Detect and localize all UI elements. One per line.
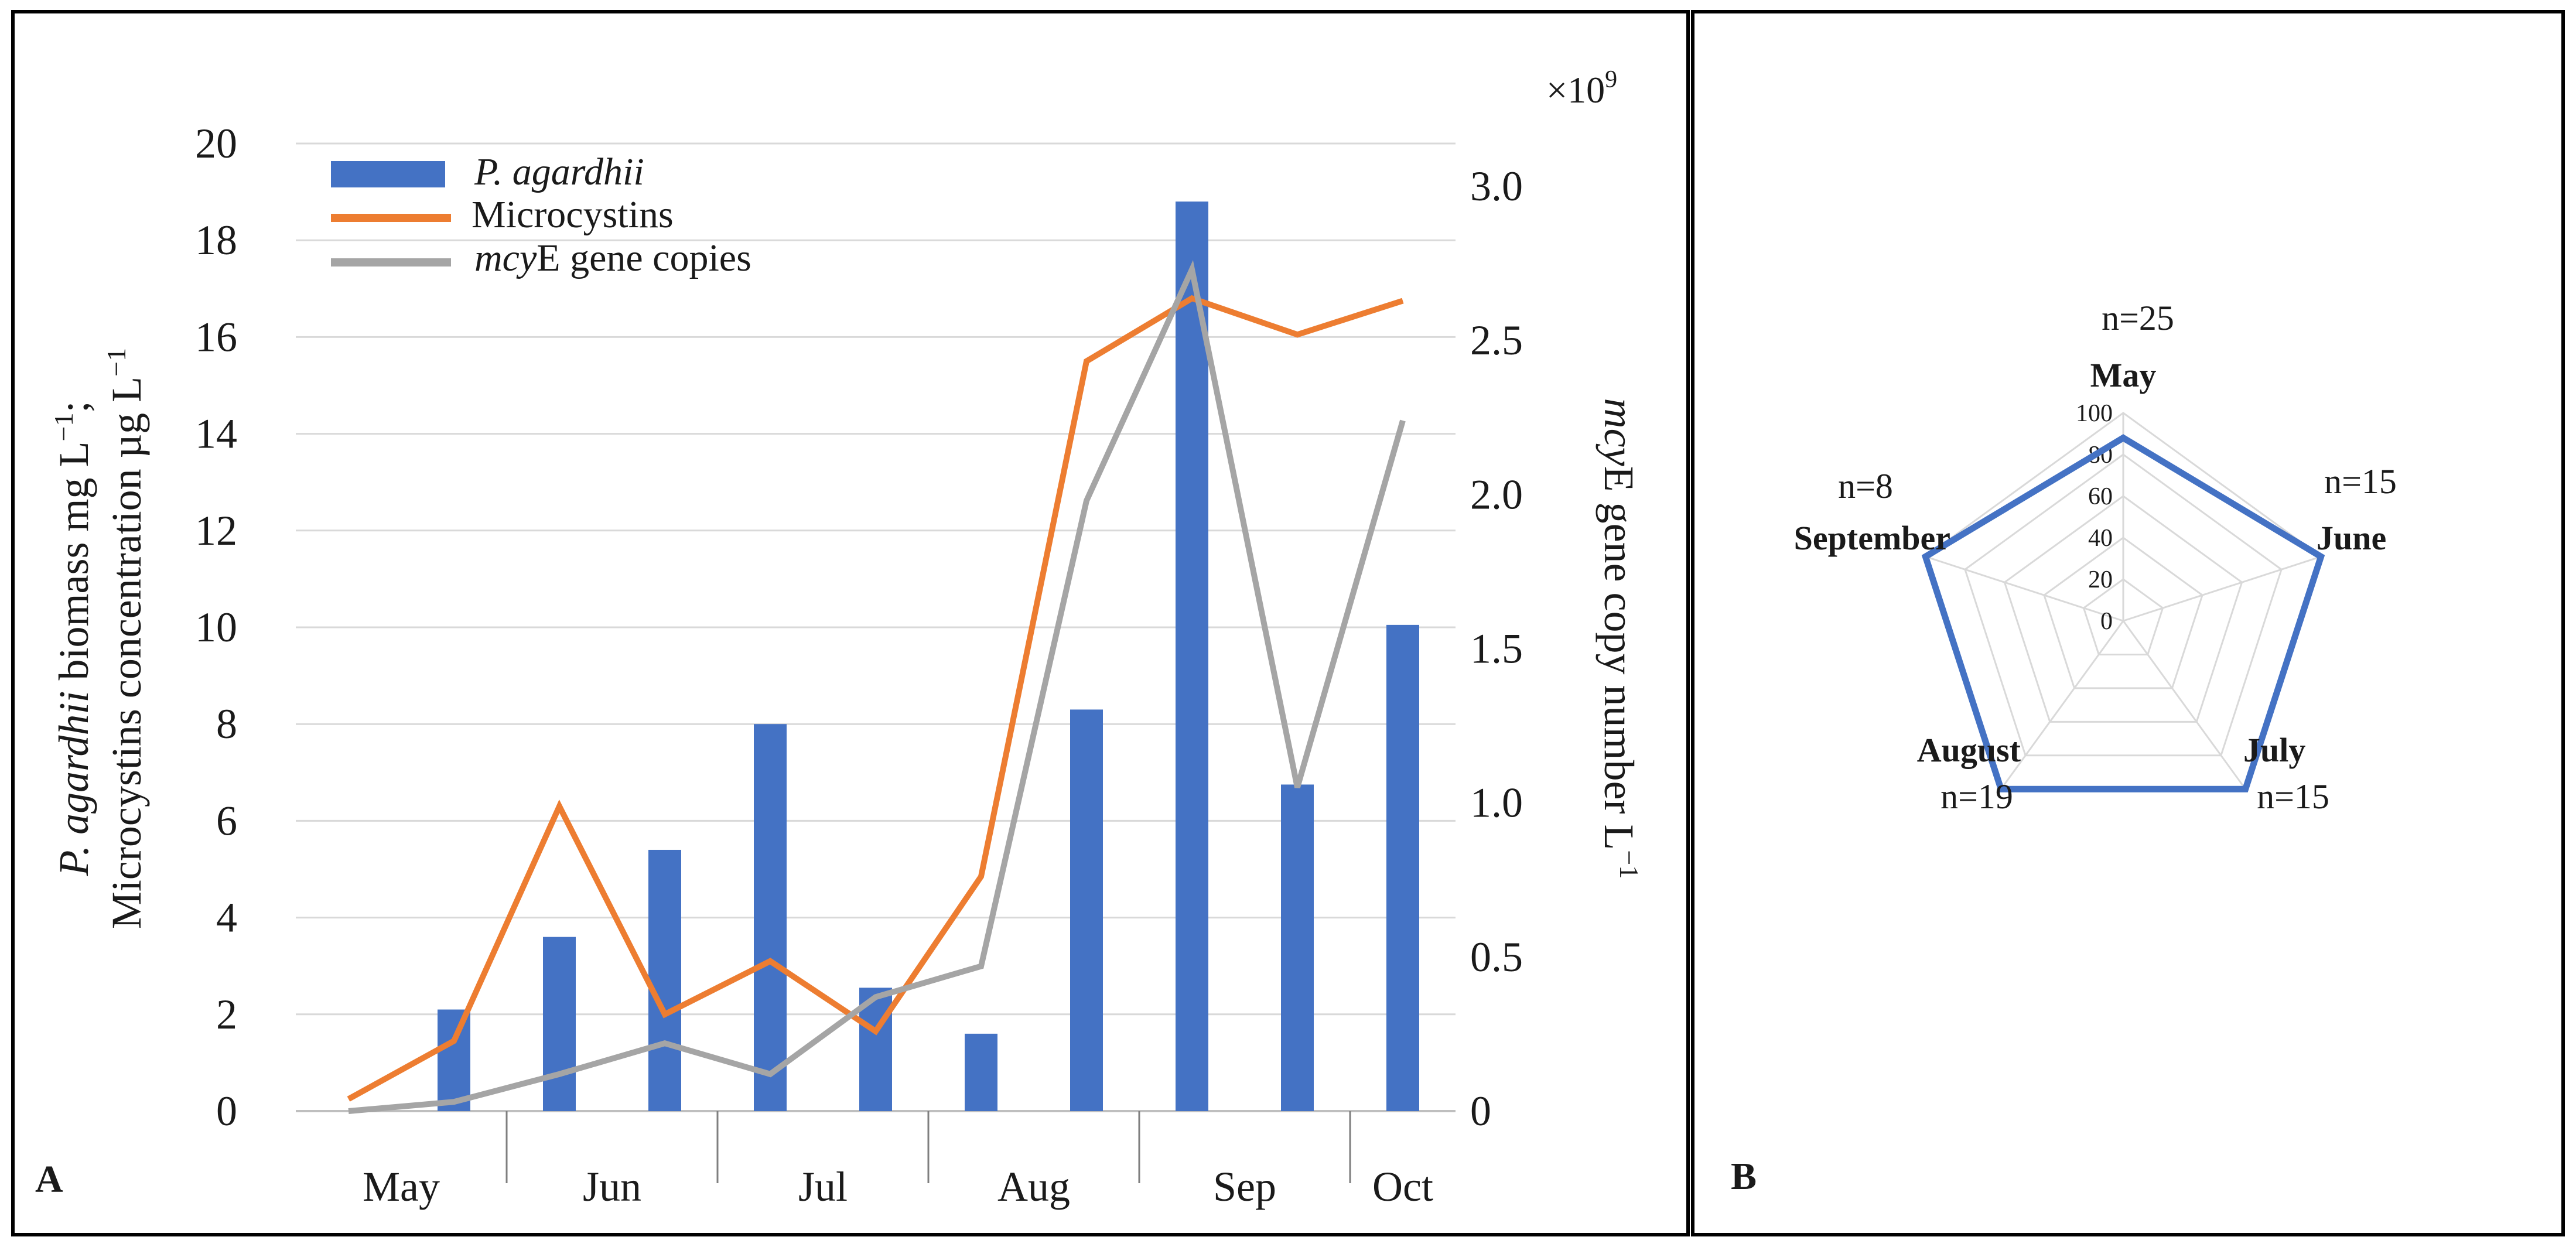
left-tick-label: 20 xyxy=(195,120,237,167)
right-axis-multiplier: ×109 xyxy=(1546,66,1617,111)
bar xyxy=(543,937,576,1111)
bar-series-p-agardhii xyxy=(438,201,1419,1111)
bar xyxy=(1386,624,1419,1111)
radar-axis-label: June xyxy=(2317,519,2386,557)
radar-grid-ring xyxy=(1964,453,2283,757)
radar-grid-ring xyxy=(2082,578,2164,655)
left-tick-label: 10 xyxy=(195,604,237,651)
radar-axis-label: May xyxy=(2090,356,2157,394)
radar-tick-label: 60 xyxy=(2088,483,2113,510)
radar-grid-ring xyxy=(2003,495,2243,723)
radar-series-polygon xyxy=(1921,434,2325,792)
radar-axis-n: n=19 xyxy=(1940,777,2013,816)
line-series xyxy=(347,260,1406,1114)
left-tick-label: 8 xyxy=(216,701,237,747)
radar-tick-label: 0 xyxy=(2100,608,2113,635)
right-tick-label: 2.0 xyxy=(1470,471,1523,518)
right-tick-label: 0.5 xyxy=(1470,934,1523,980)
left-y-axis-ticks: 0 2 4 6 8 10 12 14 16 18 20 xyxy=(195,120,237,1135)
series-line-mcye xyxy=(348,260,1406,1114)
radar-spoke xyxy=(2000,620,2124,790)
right-axis-title: mcyE gene copy number L−1 xyxy=(1596,398,1644,879)
right-tick-label: 3.0 xyxy=(1470,163,1523,210)
bar xyxy=(438,1009,470,1111)
radar-series xyxy=(1921,434,2325,792)
left-tick-label: 14 xyxy=(195,411,237,457)
left-tick-label: 12 xyxy=(195,507,237,554)
legend-label-mcye: mcyE gene copies xyxy=(474,237,751,279)
x-category-label: May xyxy=(363,1163,440,1210)
panel-a-letter: A xyxy=(35,1158,63,1201)
x-axis-categories: May Jun Jul Aug Sep Oct xyxy=(363,1111,1433,1210)
bar xyxy=(1176,201,1208,1111)
panel-a-chart: 0 2 4 6 8 10 12 14 16 18 20 0 0.5 1.0 1.5 2.0 2.5 3.0 Ma… xyxy=(35,66,1644,1210)
right-tick-label: 0 xyxy=(1470,1088,1491,1135)
x-category-label: Sep xyxy=(1213,1163,1276,1210)
legend-swatch-p-agardhii xyxy=(331,161,445,187)
radar-axis-n: n=15 xyxy=(2324,462,2397,501)
bar xyxy=(1281,784,1314,1111)
panel-b-frame xyxy=(1691,10,2565,1236)
legend: P. agardhii Microcystins mcyE gene copie… xyxy=(331,151,751,279)
left-tick-label: 2 xyxy=(216,991,237,1038)
radar-tick-label: 40 xyxy=(2088,525,2113,552)
right-tick-label: 1.5 xyxy=(1470,626,1523,672)
radar-axis-label: July xyxy=(2243,731,2305,769)
series-line-microcystins xyxy=(347,295,1404,1102)
left-axis-title-line2: Microcystins concentration µg L−1 xyxy=(101,348,150,929)
x-category-label: Jun xyxy=(583,1163,641,1210)
radar-tick-label: 100 xyxy=(2076,400,2113,427)
legend-label-microcystins: Microcystins xyxy=(472,193,674,236)
radar-axis-label: August xyxy=(1917,731,2021,769)
left-axis-title-line1: P. agardhii biomass mg L−1; xyxy=(49,401,97,876)
right-tick-label: 1.0 xyxy=(1470,780,1523,826)
left-tick-label: 18 xyxy=(195,217,237,264)
x-category-label: Jul xyxy=(798,1163,848,1210)
panel-b-letter: B xyxy=(1731,1155,1757,1198)
right-y-axis-ticks: 0 0.5 1.0 1.5 2.0 2.5 3.0 xyxy=(1470,163,1523,1135)
radar-axis-n: n=15 xyxy=(2257,777,2329,816)
radar-axis-n: n=25 xyxy=(2102,299,2174,337)
radar-axis-n: n=8 xyxy=(1838,467,1893,505)
x-category-label: Aug xyxy=(997,1163,1070,1210)
left-tick-label: 16 xyxy=(195,313,237,360)
radar-tick-label: 20 xyxy=(2088,566,2113,593)
left-tick-label: 6 xyxy=(216,797,237,844)
radar-spoke xyxy=(2123,555,2322,622)
bar xyxy=(965,1033,997,1111)
bar xyxy=(648,849,681,1111)
left-tick-label: 4 xyxy=(216,894,237,941)
bar xyxy=(754,724,787,1111)
x-category-label: Oct xyxy=(1372,1163,1433,1210)
radar-spoke xyxy=(1925,555,2124,622)
radar-axis-labels: May n=25 June n=15 July n=15 August n=19 Septemb… xyxy=(1794,299,2397,816)
radar-axis-label: September xyxy=(1794,519,1950,557)
legend-label-p-agardhii: P. agardhii xyxy=(474,151,644,193)
right-tick-label: 2.5 xyxy=(1470,317,1523,364)
left-tick-label: 0 xyxy=(216,1088,237,1135)
gridlines xyxy=(296,142,1456,1112)
bar xyxy=(1070,709,1103,1111)
radar-spoke xyxy=(2122,620,2246,790)
panel-a-frame xyxy=(11,10,1690,1236)
radar-grid-ring xyxy=(2043,537,2203,689)
